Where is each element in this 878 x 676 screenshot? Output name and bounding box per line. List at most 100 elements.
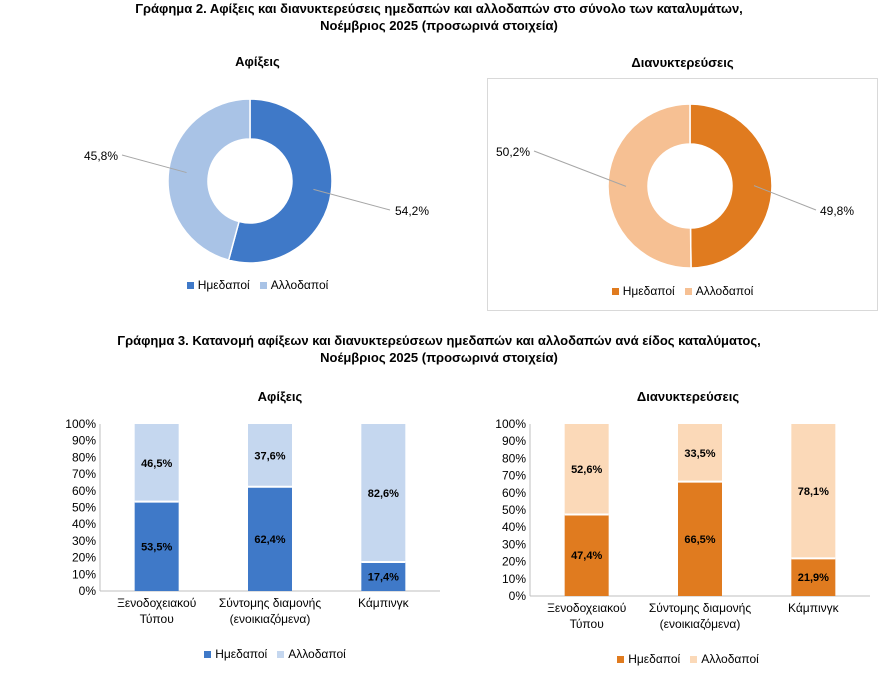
legend: Ημεδαποί Αλλοδαποί [488,284,877,298]
donut-svg: 54,2% 45,8% [84,98,429,264]
bar-segment-domestic [791,558,836,596]
leader-line [313,188,391,211]
y-tick-label: 20% [72,551,96,565]
donut-chart-arrivals: Αφίξεις 54,2% 45,8% Ημεδαποί Αλλοδαποί [60,45,455,305]
legend-label: Ημεδαποί [628,652,681,666]
legend-swatch-icon [186,281,194,289]
bar-segment-foreign [564,424,609,515]
legend-item-domestic: Ημεδαποί [186,278,250,292]
y-tick-label: 10% [502,572,526,586]
legend-item-foreign: Αλλοδαποί [684,284,754,298]
legend-label: Ημεδαποί [215,647,268,661]
bar-data-label: 82,6% [368,488,399,500]
legend-item-foreign: Αλλοδαποί [690,652,759,666]
legend: Ημεδαποί Αλλοδαποί [90,647,460,661]
legend-label: Ημεδαποί [197,278,250,292]
stacked-bar-chart-overnight-stays: Διανυκτερεύσεις 0% 10% 20% 30% 40% 50% 60% 70% 8… [478,385,878,675]
legend-swatch-icon [684,287,692,295]
x-category-label: Τύπου [570,617,604,631]
legend-swatch-icon [690,655,698,663]
chart-title: Αφίξεις [257,389,303,404]
x-category-label: (ενοικιαζόμενα) [660,617,741,631]
bar-data-label: 37,6% [254,450,285,462]
y-tick-label: 80% [72,450,96,464]
leader-line [533,150,627,187]
y-tick-label: 30% [72,534,96,548]
donut-slice-foreign [607,103,692,269]
legend-label: Αλλοδαποί [288,647,346,661]
y-tick-label: 60% [72,484,96,498]
x-category-label: Κάμπινγκ [358,596,410,610]
legend: Ημεδαποί Αλλοδαποί [498,652,878,666]
figure-3-title-line1: Γράφημα 3. Κατανομή αφίξεων και διανυκτε… [117,333,761,348]
bar-data-label: 66,5% [684,534,715,546]
legend-swatch-icon [611,287,619,295]
bar-data-label: 53,5% [141,541,172,553]
bar-segment-foreign [678,424,722,482]
y-tick-label: 50% [502,503,526,517]
legend-swatch-icon [617,655,625,663]
figure-3-title-line2: Νοέμβριος 2025 (προσωρινά στοιχεία) [320,350,558,365]
donut-data-label: 45,8% [84,149,118,163]
bar-segment-domestic [361,561,406,591]
y-tick-label: 90% [502,434,526,448]
donut-data-label: 54,2% [395,204,429,218]
donut-slice-domestic [227,98,333,264]
bar-svg: 0% 10% 20% 30% 40% 50% 60% 70% 80% 90% 100% 47,4% 52… [495,417,870,631]
y-tick-label: 70% [502,469,526,483]
bar-data-label: 47,4% [571,550,602,562]
donut-data-label: 50,2% [496,145,530,159]
leader-line [121,154,187,174]
y-tick-label: 100% [65,417,96,431]
legend-item-domestic: Ημεδαποί [617,652,680,666]
bar-segment-foreign [361,424,406,562]
chart-title: Διανυκτερεύσεις [631,55,734,70]
y-tick-label: 40% [72,517,96,531]
bar-data-label: 46,5% [141,458,172,470]
donut-data-label: 49,8% [820,204,854,218]
y-tick-label: 50% [72,501,96,515]
bar-segment-foreign [134,424,179,502]
y-tick-label: 30% [502,537,526,551]
bar-data-label: 21,9% [798,572,829,584]
figure-2-title: Γράφημα 2. Αφίξεις και διανυκτερεύσεις η… [0,0,878,34]
legend-item-foreign: Αλλοδαποί [259,278,329,292]
leader-line [753,185,817,211]
x-category-label: Ξενοδοχειακού [117,596,196,610]
legend-swatch-icon [277,650,285,658]
bar-data-label: 78,1% [798,486,829,498]
legend-label: Αλλοδαποί [695,284,754,298]
legend-item-domestic: Ημεδαποί [204,647,267,661]
y-tick-label: 20% [502,555,526,569]
donut-chart-overnight-stays: Διανυκτερεύσεις 49,8% 50,2% Ημεδαποί Αλλο… [487,55,878,311]
legend-swatch-icon [204,650,212,658]
y-tick-label: 0% [79,584,97,598]
legend: Ημεδαποί Αλλοδαποί [60,278,455,292]
y-tick-label: 70% [72,467,96,481]
bar-data-label: 52,6% [571,464,602,476]
y-tick-label: 40% [502,520,526,534]
figure-3-title: Γράφημα 3. Κατανομή αφίξεων και διανυκτε… [0,332,878,366]
legend-label: Ημεδαποί [622,284,675,298]
donut-slice-domestic [689,103,773,269]
donut-slice-foreign [167,98,251,262]
y-tick-label: 0% [509,589,527,603]
x-category-label: Σύντομης διαμονής [649,601,751,615]
bar-segment-domestic [678,481,722,596]
bar-segment-domestic [248,486,292,591]
bar-segment-domestic [134,501,179,591]
stacked-bar-chart-arrivals: Αφίξεις 0% 10% 20% 30% 40% 50% 60% 70% 80% 90% 100… [40,385,460,675]
bar-data-label: 33,5% [684,448,715,460]
bar-segment-foreign [791,424,836,559]
x-category-label: (ενοικιαζόμενα) [230,612,311,626]
chart-title: Αφίξεις [235,54,280,69]
x-category-label: Σύντομης διαμονής [219,596,321,610]
legend-label: Αλλοδαποί [270,278,329,292]
donut-svg: 49,8% 50,2% [496,103,854,269]
y-tick-label: 60% [502,486,526,500]
y-tick-label: 100% [495,417,526,431]
legend-item-domestic: Ημεδαποί [611,284,675,298]
bar-data-label: 17,4% [368,571,399,583]
legend-label: Αλλοδαποί [701,652,759,666]
figure-2-title-line1: Γράφημα 2. Αφίξεις και διανυκτερεύσεις η… [135,1,743,16]
